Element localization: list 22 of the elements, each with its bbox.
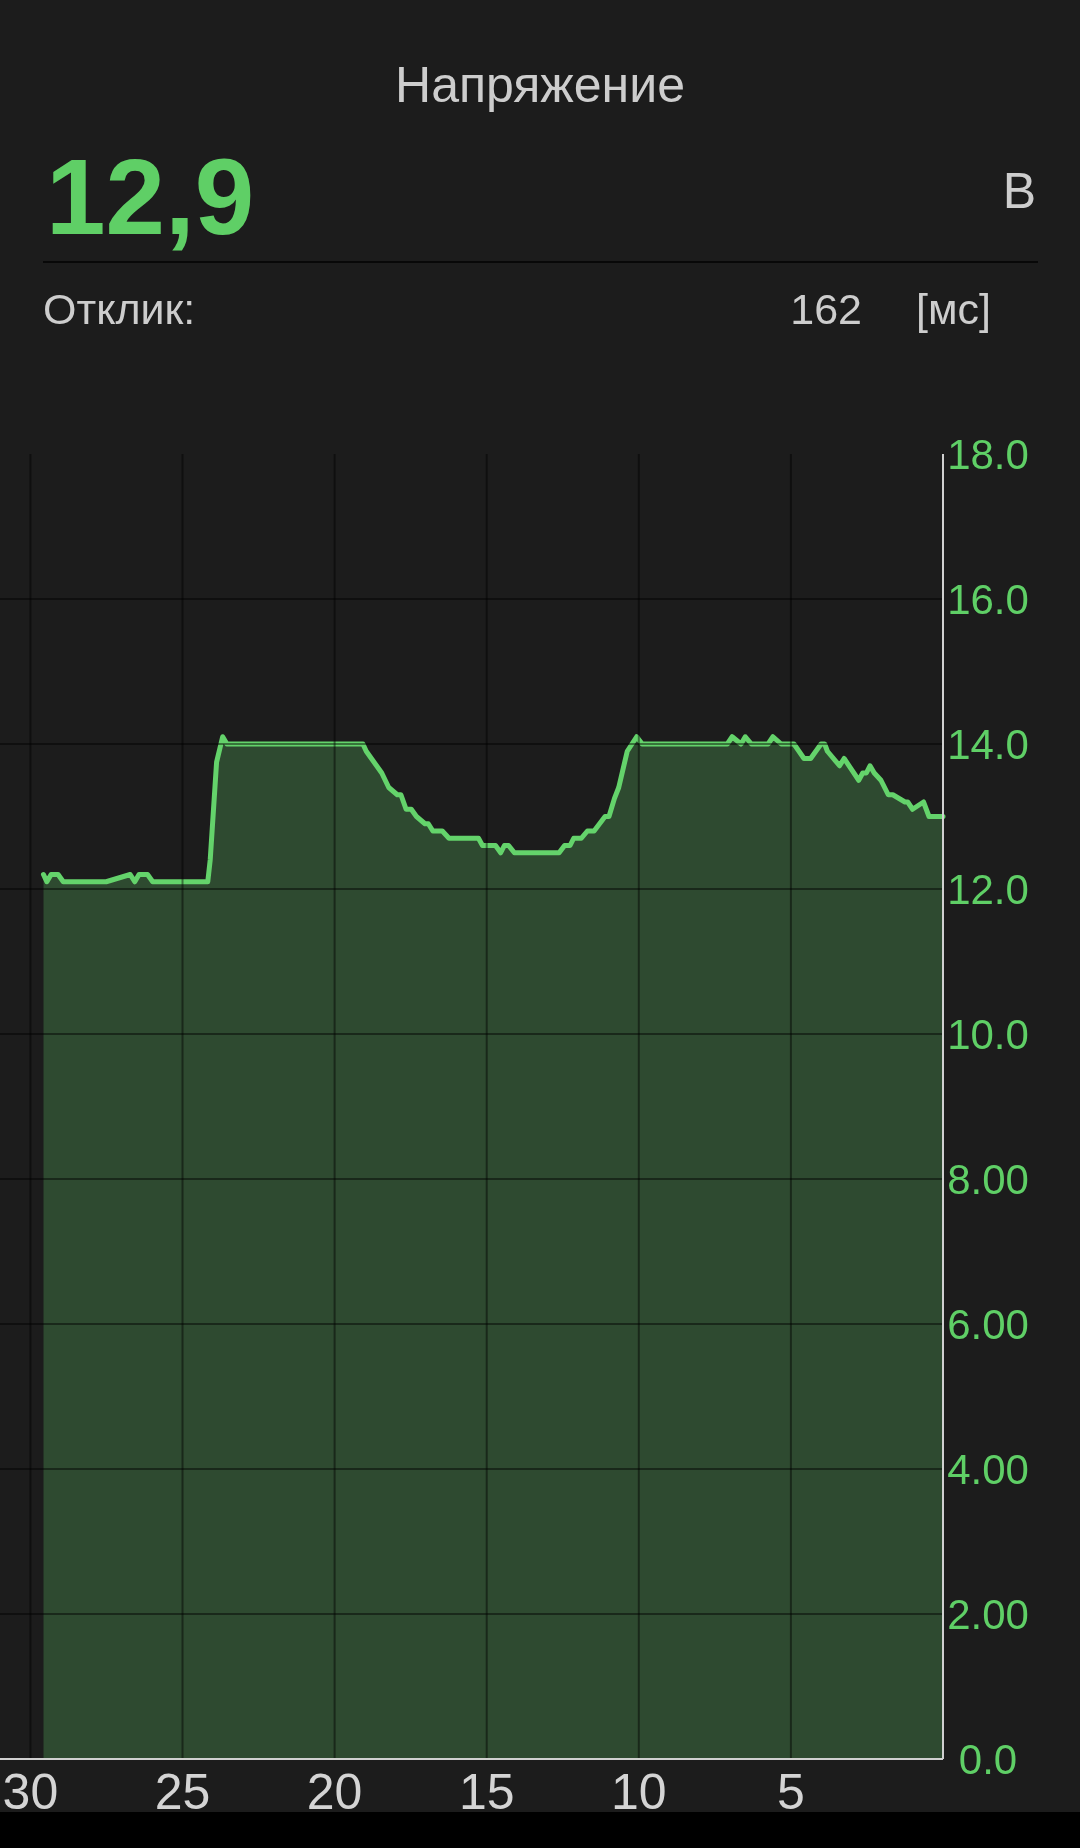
- x-tick-label: 30: [2, 1764, 59, 1820]
- y-tick-label: 0.0: [958, 1735, 1018, 1783]
- y-tick-label: 2.00: [947, 1590, 1029, 1638]
- y-tick-label: 16.0: [947, 575, 1029, 623]
- y-tick-label: 14.0: [947, 720, 1029, 768]
- x-tick-label: 10: [610, 1764, 667, 1820]
- chart-title: Напряжение: [395, 57, 685, 113]
- y-tick-label: 12.0: [947, 865, 1029, 913]
- x-tick-label: 20: [306, 1764, 363, 1820]
- y-tick-label: 10.0: [947, 1010, 1029, 1058]
- x-tick-label: 5: [777, 1764, 805, 1820]
- text: 12,9: [46, 137, 255, 257]
- text: [мс]: [916, 285, 991, 333]
- text: В: [1002, 163, 1036, 219]
- text: 162: [790, 285, 862, 333]
- y-tick-label: 18.0: [947, 430, 1029, 478]
- x-tick-label: 25: [154, 1764, 211, 1820]
- x-tick-label: 15: [458, 1764, 515, 1820]
- y-tick-label: 6.00: [947, 1300, 1029, 1348]
- y-tick-label: 4.00: [947, 1445, 1029, 1493]
- text: Отклик:: [43, 285, 196, 333]
- y-tick-label: 8.00: [947, 1155, 1029, 1203]
